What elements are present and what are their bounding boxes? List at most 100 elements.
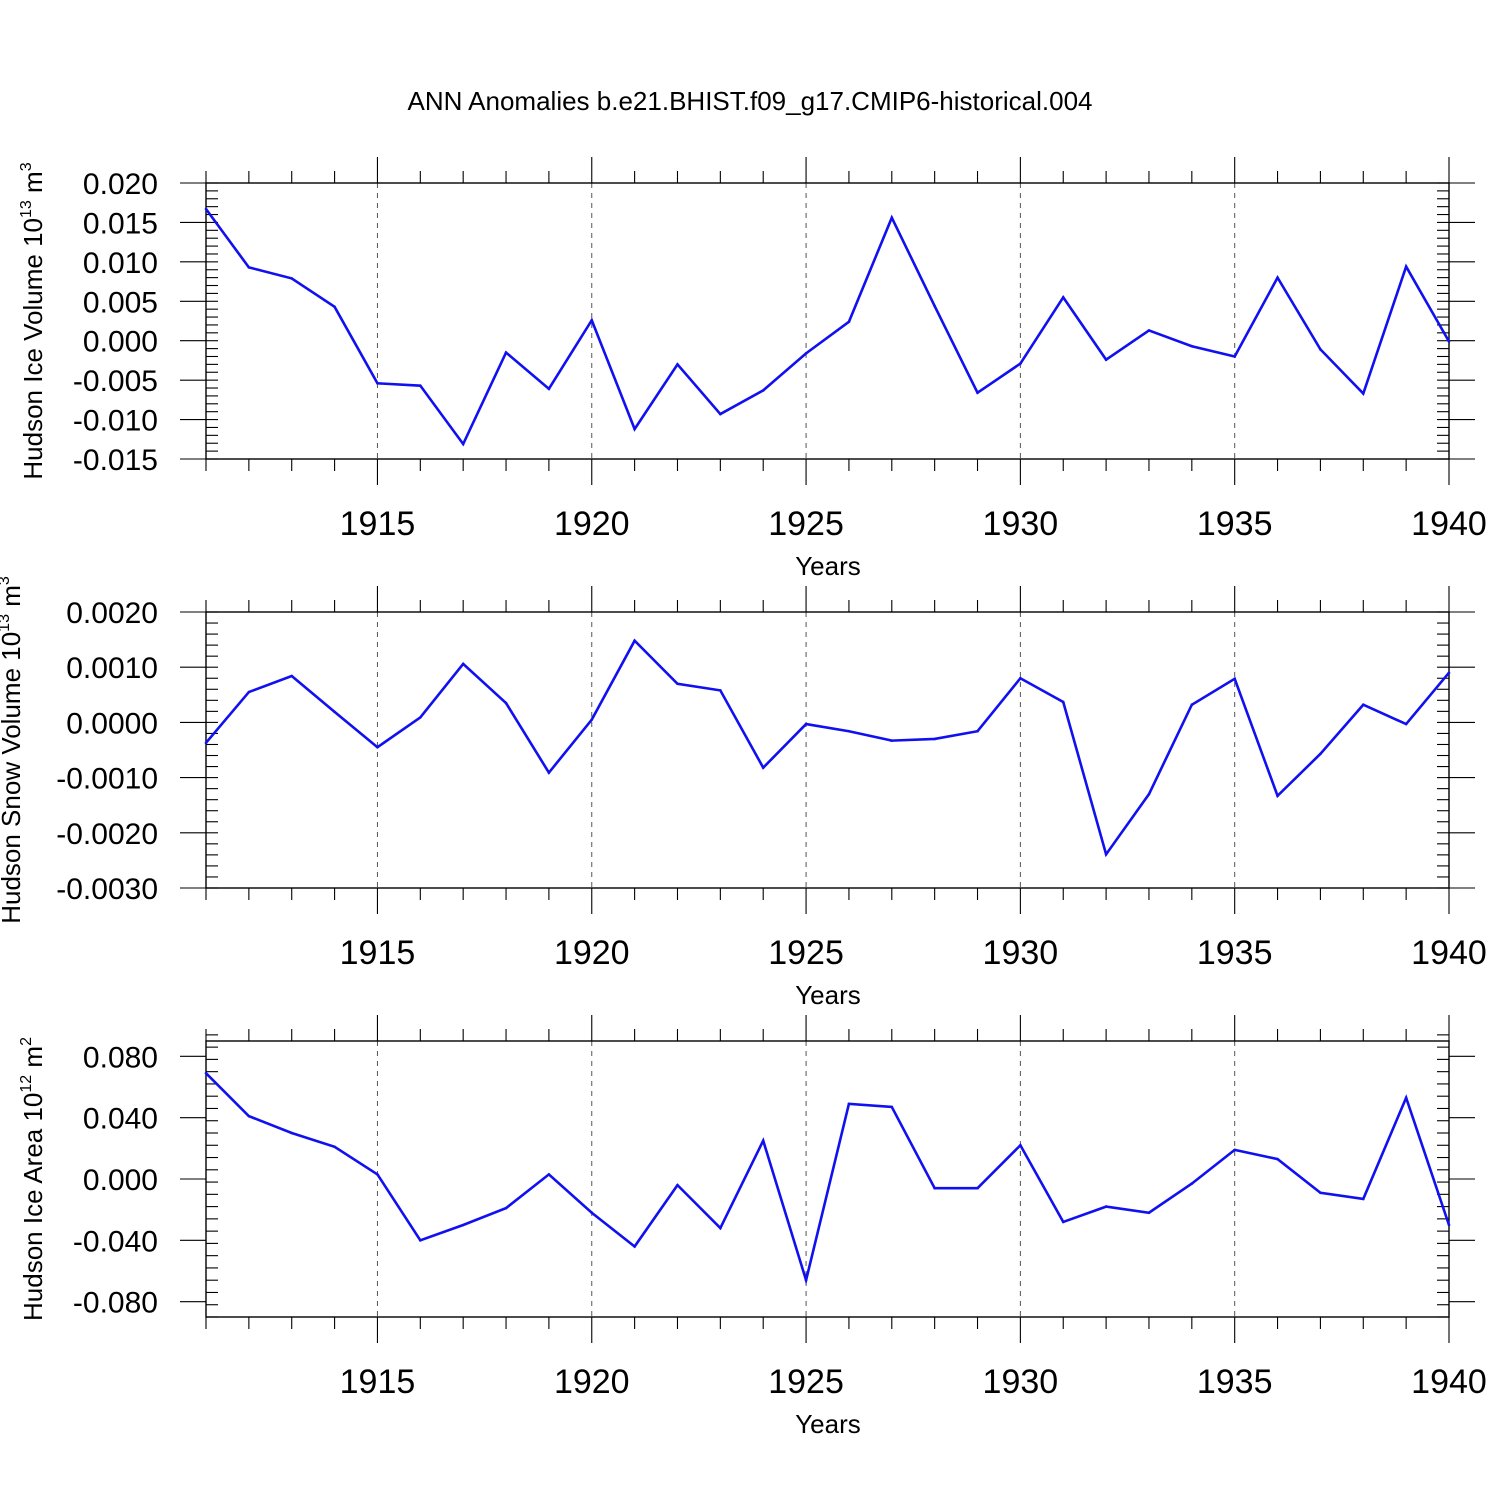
y-axis-label: Hudson Snow Volume 1013 m3 [0,576,26,924]
y-tick-label: -0.015 [73,444,158,477]
y-tick-label: 0.0000 [66,707,158,740]
data-point [1319,752,1322,756]
y-tick-label: 0.010 [83,247,158,280]
data-point [1233,1148,1236,1152]
figure-title: ANN Anomalies b.e21.BHIST.f09_g17.CMIP6-… [407,86,1092,116]
x-tick-label: 1940 [1411,505,1487,543]
data-point [504,1206,508,1210]
x-tick-label: 1920 [554,934,630,972]
data-point [761,766,765,769]
data-point [333,1145,336,1149]
y-tick-label: -0.010 [73,405,158,438]
data-point [290,674,294,678]
data-point [1190,703,1194,707]
y-tick-label: -0.080 [73,1287,158,1320]
y-axis-label: Hudson Ice Area 1012 m2 [18,1037,48,1321]
data-point [1276,794,1279,798]
data-point [1190,344,1194,348]
data-point [1404,722,1408,726]
data-point [247,690,251,694]
y-tick-label: -0.0030 [56,873,158,906]
y-tick-label: -0.005 [73,365,158,398]
data-point [761,1139,765,1142]
data-point [547,1173,551,1176]
data-point [333,710,336,714]
data-point [847,729,851,733]
y-tick-label: -0.0020 [56,818,158,851]
data-point [719,412,722,416]
x-tick-label: 1940 [1411,1363,1487,1401]
data-point [204,207,208,211]
data-point [1061,1220,1065,1224]
x-tick-label: 1925 [768,934,844,972]
data-point [376,745,379,749]
data-point [1104,853,1108,856]
data-point [676,363,679,366]
data-point [419,716,422,719]
data-point [1019,1143,1022,1147]
data-point [676,682,679,686]
data-point [547,771,551,774]
data-point [1319,348,1322,351]
x-tick-label: 1935 [1197,1363,1273,1401]
x-tick-label: 1915 [340,934,416,972]
x-tick-label: 1925 [768,505,844,543]
data-point [247,266,251,269]
chart-panel-1: -0.015 -0.010 -0.005 0.000 0.005 0.010 0.015 0.… [18,157,1487,581]
x-tick-label: 1920 [554,1363,630,1401]
data-point [1233,677,1236,681]
x-tick-label: 1940 [1411,934,1487,972]
data-point [676,1183,679,1187]
data-point [504,701,508,705]
data-point [976,729,979,733]
chart-panel-2: -0.0030 -0.0020 -0.0010 0.0000 0.0010 0.0020 1… [0,576,1487,1010]
data-point [376,1173,379,1176]
data-point [247,1114,251,1118]
data-point [1104,1205,1108,1208]
data-point [633,639,636,643]
x-tick-label: 1930 [983,505,1059,543]
data-point [1276,276,1279,279]
data-point [890,739,894,742]
data-point [890,216,894,219]
plot-frame [205,182,1450,460]
data-point [504,351,508,354]
data-point [290,277,294,280]
series-line [204,208,1451,447]
y-tick-label: 0.005 [83,286,158,319]
data-point [1361,1197,1365,1201]
y-tick-label: 0.0020 [66,597,158,630]
y-tick-label: -0.0010 [56,763,158,796]
x-tick-label: 1915 [340,505,416,543]
data-point [804,722,808,726]
data-point [847,1102,851,1106]
x-axis-label: Years [795,551,861,581]
data-point [461,662,465,666]
data-point [804,1278,808,1282]
data-point [1190,1182,1194,1185]
data-point [1319,1191,1322,1195]
data-point [376,381,379,385]
data-point [719,689,722,692]
data-point [761,389,765,392]
x-tick-label: 1935 [1197,505,1273,543]
data-point [419,384,422,387]
data-point [290,1131,294,1135]
data-point [633,427,636,431]
data-point [976,1186,979,1190]
data-point [933,304,936,308]
y-tick-label: 0.0010 [66,652,158,685]
x-tick-label: 1930 [983,934,1059,972]
data-point [1147,1211,1151,1215]
data-point [1361,703,1365,707]
data-point [1061,296,1065,299]
data-point [333,305,336,309]
x-tick-label: 1925 [768,1363,844,1401]
data-point [1147,792,1151,796]
data-point [547,387,551,391]
data-point [1447,1223,1451,1227]
data-point [1019,362,1022,365]
plot-frame [205,1040,1450,1318]
chart-panel-3: -0.080 -0.040 0.000 0.040 0.080 1915 1920 1925 1… [18,1015,1487,1439]
